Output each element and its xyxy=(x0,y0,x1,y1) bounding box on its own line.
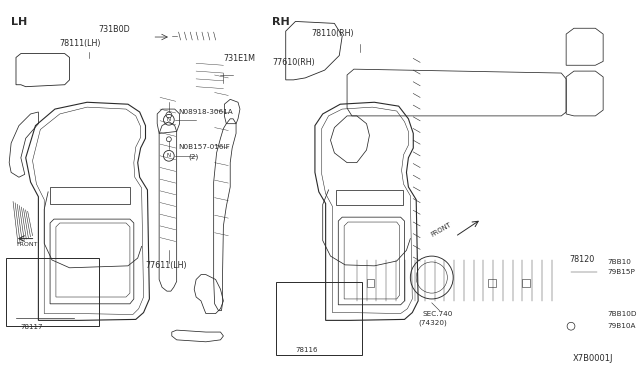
Text: FRONT: FRONT xyxy=(430,221,452,238)
Text: N0B157-016IF: N0B157-016IF xyxy=(179,144,230,150)
Text: 79B15P: 79B15P xyxy=(607,269,635,275)
Text: FRONT: FRONT xyxy=(16,243,38,247)
Bar xyxy=(488,279,496,287)
Text: 78110(RH): 78110(RH) xyxy=(311,29,354,38)
Text: LH: LH xyxy=(11,17,28,26)
Text: N08918-3061A: N08918-3061A xyxy=(179,109,234,115)
Text: (2): (2) xyxy=(188,154,198,160)
Text: 7BB10D: 7BB10D xyxy=(607,311,637,317)
Bar xyxy=(6,258,99,326)
Text: (74320): (74320) xyxy=(418,319,447,326)
Text: 78120: 78120 xyxy=(569,255,595,264)
Text: 78116: 78116 xyxy=(296,347,318,353)
Text: 7BB10: 7BB10 xyxy=(607,259,631,265)
Text: N: N xyxy=(167,117,171,122)
Text: 77611(LH): 77611(LH) xyxy=(145,261,187,270)
Bar xyxy=(367,279,374,287)
Text: 79B10A: 79B10A xyxy=(607,323,636,329)
Bar xyxy=(276,282,362,355)
Text: X7B0001J: X7B0001J xyxy=(572,354,613,363)
Text: SEC.740: SEC.740 xyxy=(422,311,452,317)
Text: 731E1M: 731E1M xyxy=(223,54,255,63)
Text: 78111(LH): 78111(LH) xyxy=(60,39,101,48)
Text: 731B0D: 731B0D xyxy=(99,25,131,34)
Text: N: N xyxy=(167,153,171,158)
Bar xyxy=(522,279,530,287)
Text: RH: RH xyxy=(272,17,290,26)
Text: 77610(RH): 77610(RH) xyxy=(272,58,315,67)
Text: 78117: 78117 xyxy=(21,324,44,330)
